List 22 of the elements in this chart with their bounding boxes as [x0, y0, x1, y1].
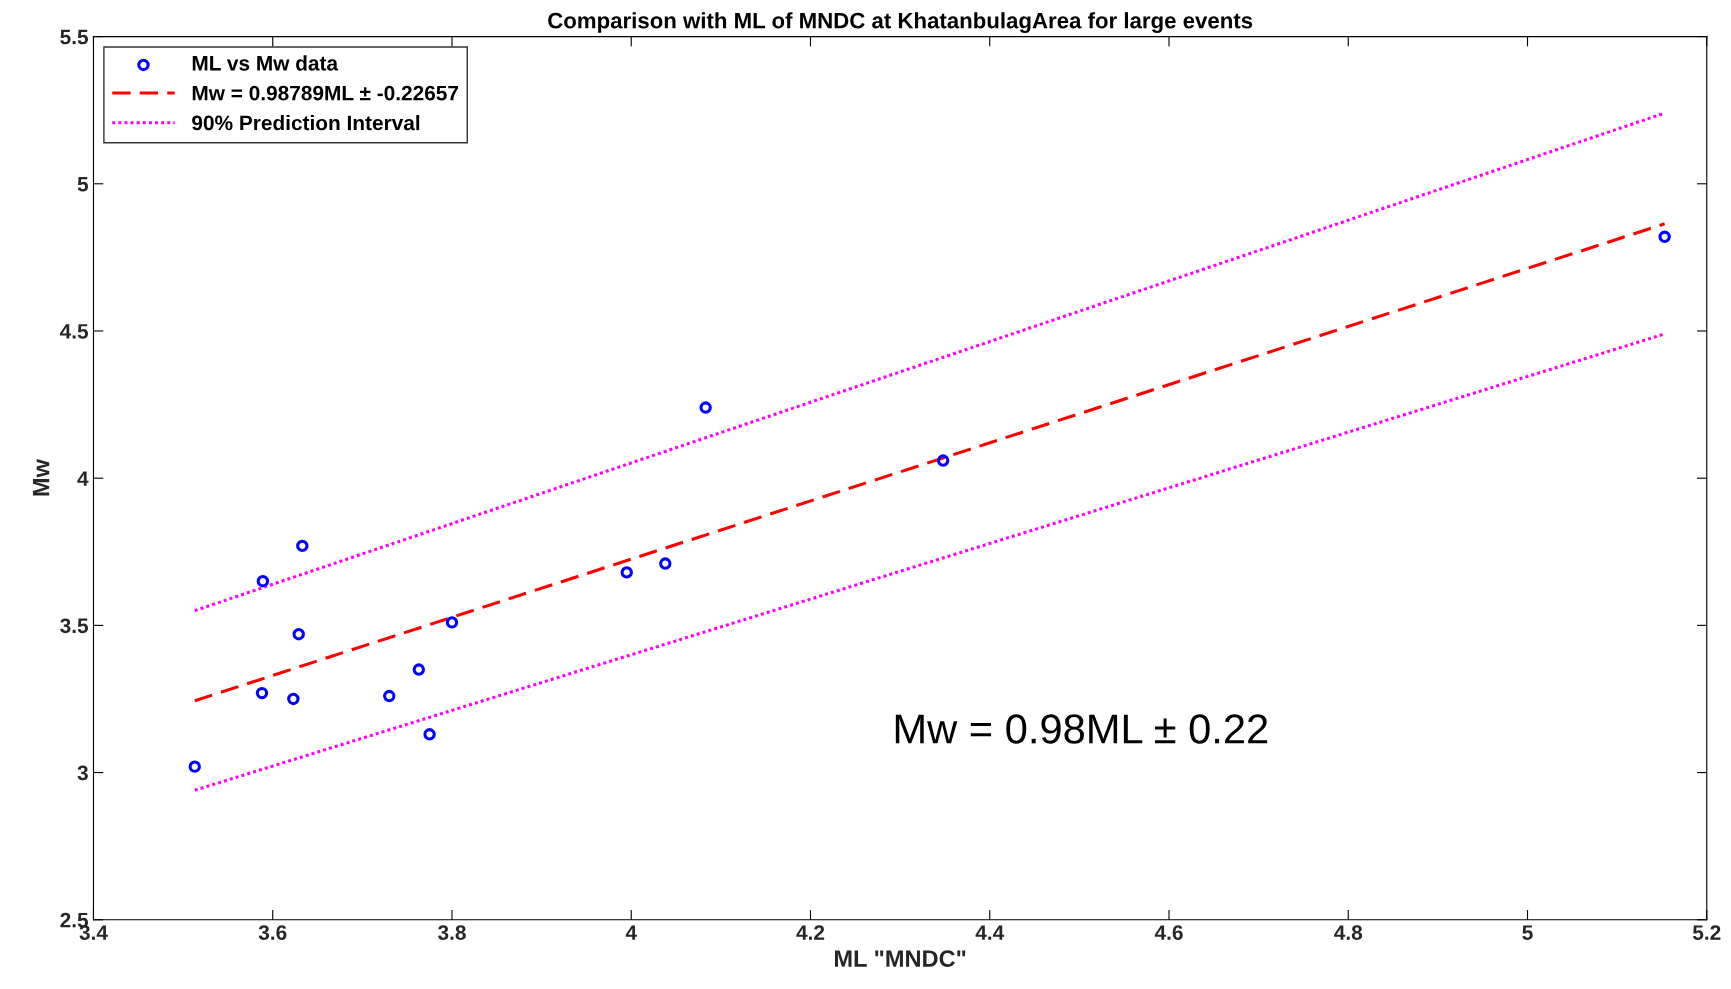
x-tick-label: 3.6 — [258, 925, 287, 940]
x-tick-label: 5 — [1522, 925, 1533, 940]
y-axis-title: Mw — [32, 459, 50, 496]
x-tick-label: 4 — [625, 925, 637, 940]
legend-label: Mw = 0.98789ML ± -0.22657 — [192, 85, 459, 101]
y-tick-label: 4.5 — [59, 324, 89, 339]
legend-label: ML vs Mw data — [192, 55, 339, 71]
x-tick-label: 5.2 — [1692, 925, 1721, 940]
x-axis-title: ML "MNDC" — [834, 950, 966, 967]
annotation: Mw = 0.98ML ± 0.22 — [895, 714, 1268, 744]
x-tick-label: 4.2 — [796, 925, 825, 940]
x-tick-label: 4.4 — [975, 925, 1005, 940]
y-tick-label: 3 — [77, 765, 88, 781]
legend-label: 90% Prediction Interval — [192, 115, 420, 131]
y-tick-label: 5.5 — [60, 29, 89, 45]
x-tick-label: 3.8 — [437, 925, 466, 940]
y-tick-label: 5 — [77, 177, 89, 192]
y-tick-label: 4 — [77, 471, 89, 486]
x-tick-label: 4.6 — [1154, 925, 1183, 940]
x-tick-label: 4.8 — [1334, 925, 1363, 940]
chart-title: Comparison with ML of MNDC at KhatanbulagArea for large events — [548, 12, 1253, 33]
y-tick-label: 3.5 — [60, 618, 89, 634]
